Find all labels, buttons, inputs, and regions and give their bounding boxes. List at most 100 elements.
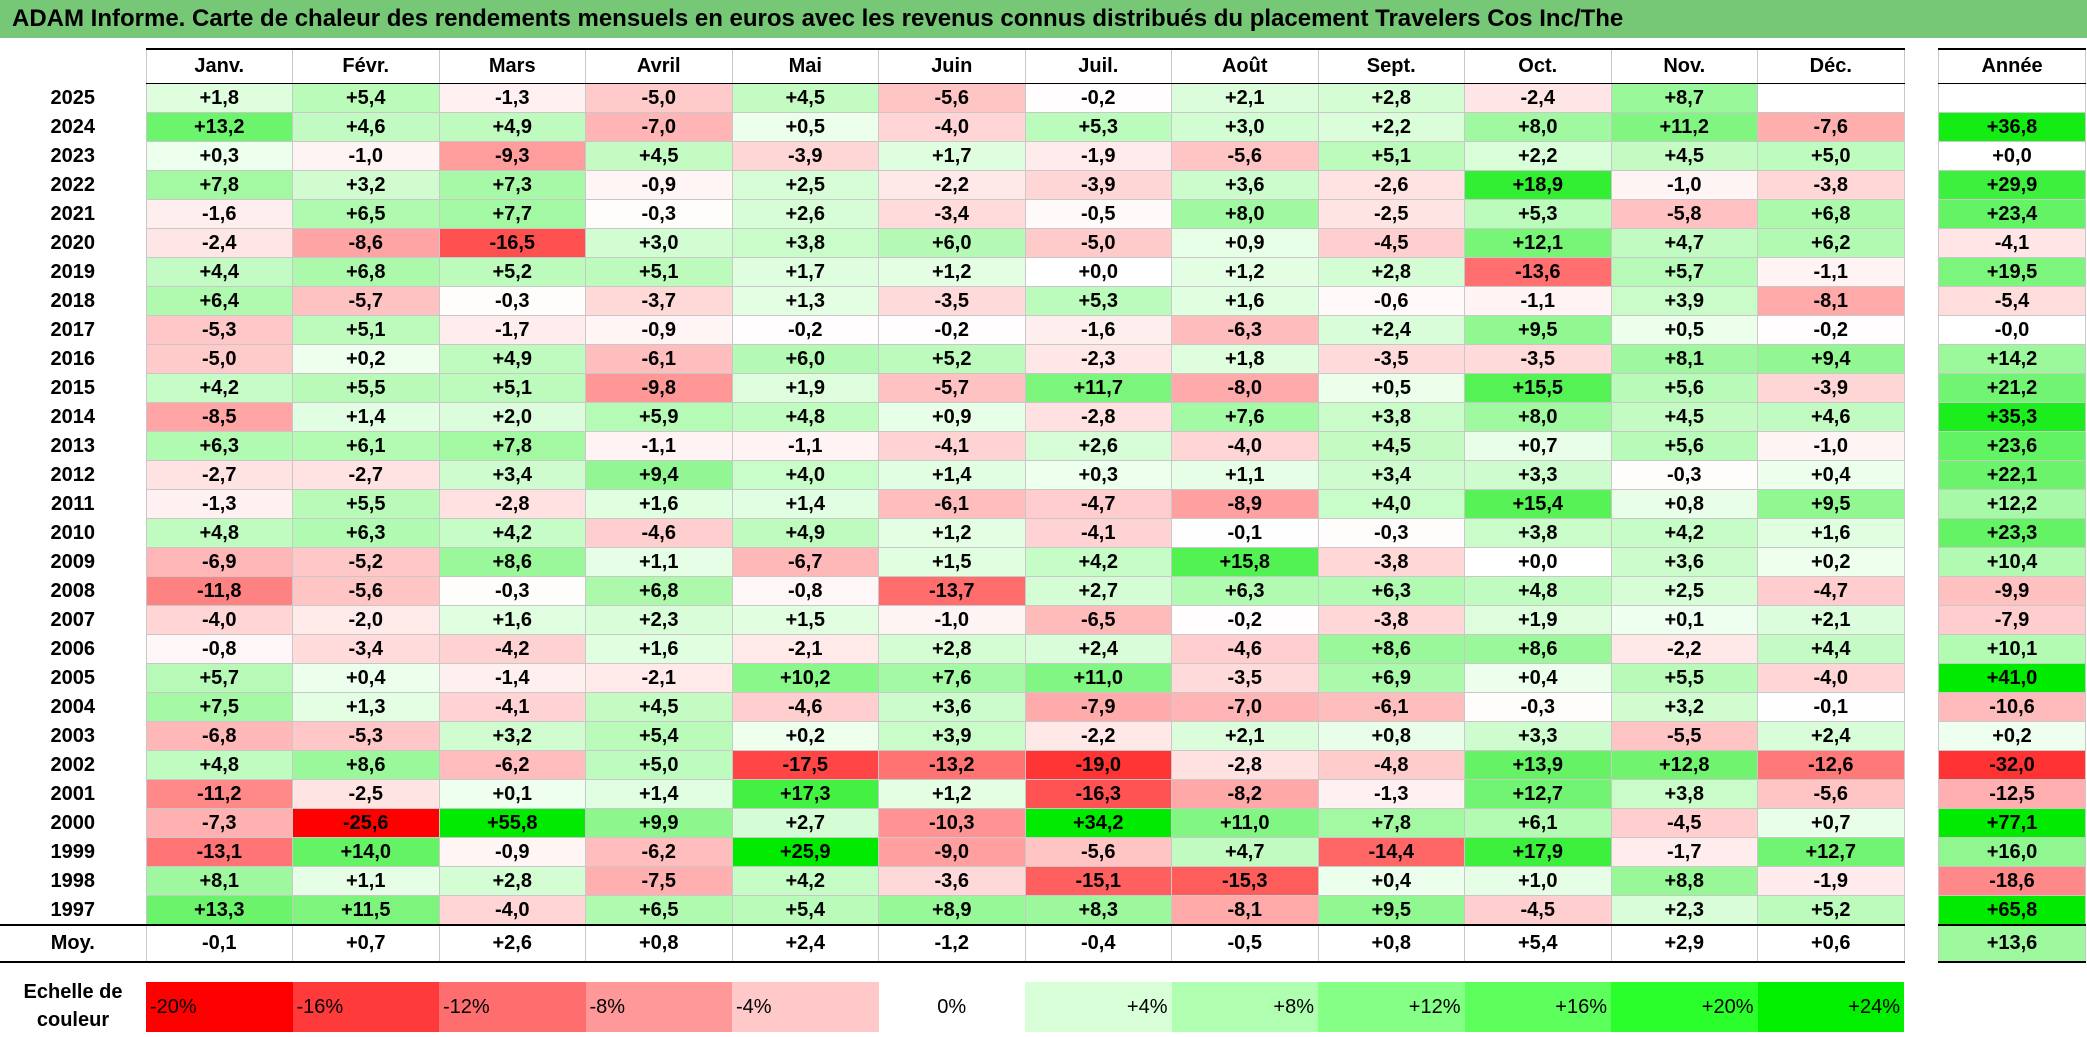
heatmap-cell: +8,0 (1171, 199, 1319, 229)
heatmap-cell: -6,2 (585, 837, 733, 867)
year-label: 2022 (50, 174, 96, 196)
heatmap-cell: +0,8 (1317, 721, 1465, 751)
year-label: 2021 (50, 203, 96, 225)
annual-cell: -9,9 (1938, 576, 2086, 606)
legend-label: Echelle de couleur (23, 981, 123, 1031)
annual-row: +16,0 (1938, 837, 2086, 867)
table-row: 1998 +8,1 +1,1 +2,8 -7,5 +4,2 -3,6 -15,1 -15,3 +0… (0, 866, 1905, 896)
heatmap-cell: +8,6 (292, 750, 440, 780)
heatmap-cell: +6,2 (1757, 228, 1905, 258)
heatmap-cell: +4,4 (1757, 634, 1905, 664)
annual-row: +0,0 (1938, 141, 2086, 171)
heatmap-cell: -0,9 (585, 315, 733, 345)
heatmap-cell: +5,3 (1024, 286, 1172, 316)
heatmap-cell: -13,1 (145, 837, 293, 867)
heatmap-cell: -3,8 (1317, 547, 1465, 577)
heatmap-cell: +1,7 (878, 141, 1026, 171)
heatmap-cell: -6,1 (1317, 692, 1465, 722)
heatmap-cell: +0,9 (878, 402, 1026, 432)
legend-swatch: +24% (1757, 982, 1904, 1032)
heatmap-cell: -2,2 (1610, 634, 1758, 664)
heatmap-cell: +0,9 (1171, 228, 1319, 258)
heatmap-cell: -0,3 (585, 199, 733, 229)
heatmap-cell: -8,2 (1171, 779, 1319, 809)
annual-cell: +0,0 (1938, 141, 2086, 171)
year-label: 2019 (50, 261, 96, 283)
heatmap-cell: -0,1 (1757, 692, 1905, 722)
annual-row: -0,0 (1938, 315, 2086, 345)
heatmap-cell: +5,2 (1757, 895, 1905, 926)
heatmap-cell: +5,1 (1317, 141, 1465, 171)
heatmap-cell: +1,6 (585, 634, 733, 664)
year-label: 2007 (50, 609, 96, 631)
heatmap-cell: -0,2 (731, 315, 879, 345)
heatmap-cell: +0,2 (731, 721, 879, 751)
heatmap-cell: +17,9 (1464, 837, 1612, 867)
heatmap-cell: +5,7 (145, 663, 293, 693)
heatmap-cell: +2,0 (438, 402, 586, 432)
heatmap-cell: +15,8 (1171, 547, 1319, 577)
heatmap-cell: -16,5 (438, 228, 586, 258)
heatmap-cell: -3,5 (1464, 344, 1612, 374)
heatmap-cell: -5,7 (292, 286, 440, 316)
heatmap-cell: +0,8 (1610, 489, 1758, 519)
year-label: 2008 (50, 580, 96, 602)
heatmap-cell: +9,5 (1757, 489, 1905, 519)
year-label: 2018 (50, 290, 96, 312)
heatmap-cell: -9,8 (585, 373, 733, 403)
heatmap-cell: -4,0 (438, 895, 586, 926)
heatmap-cell: +6,4 (145, 286, 293, 316)
heatmap-cell: +2,8 (878, 634, 1026, 664)
annual-cell: +23,6 (1938, 431, 2086, 461)
heatmap-cell: +11,2 (1610, 112, 1758, 142)
heatmap-cell: -13,2 (878, 750, 1026, 780)
legend-swatch: -20% (146, 982, 293, 1032)
heatmap-cell: +6,3 (1171, 576, 1319, 606)
heatmap-cell: -5,0 (1024, 228, 1172, 258)
annual-cell: -12,5 (1938, 779, 2086, 809)
average-cell: -0,1 (145, 924, 293, 963)
heatmap-cell: -5,7 (878, 373, 1026, 403)
heatmap-cell: -6,5 (1024, 605, 1172, 635)
heatmap-cell: -4,7 (1757, 576, 1905, 606)
heatmap-cell: -2,4 (1464, 83, 1612, 113)
heatmap-cell: +1,7 (731, 257, 879, 287)
heatmap-cell: -1,7 (438, 315, 586, 345)
heatmap-cell: -25,6 (292, 808, 440, 838)
heatmap-cell: -0,3 (438, 286, 586, 316)
annual-cell: -10,6 (1938, 692, 2086, 722)
heatmap-cell: -4,1 (438, 692, 586, 722)
heatmap-cell: -1,0 (1610, 170, 1758, 200)
annual-cell: +14,2 (1938, 344, 2086, 374)
year-label: 2014 (50, 406, 96, 428)
heatmap-cell: +6,0 (878, 228, 1026, 258)
heatmap-cell: +6,3 (292, 518, 440, 548)
average-cell: +0,6 (1757, 924, 1905, 963)
heatmap-cell: +5,3 (1024, 112, 1172, 142)
heatmap-cell: -2,3 (1024, 344, 1172, 374)
heatmap-cell: -1,3 (438, 83, 586, 113)
heatmap-cell: -0,3 (1317, 518, 1465, 548)
heatmap-cell: +7,5 (145, 692, 293, 722)
heatmap-cell: +6,8 (292, 257, 440, 287)
heatmap-cell: -4,0 (1757, 663, 1905, 693)
heatmap-cell: -2,0 (292, 605, 440, 635)
heatmap-cell: +4,4 (145, 257, 293, 287)
annual-cell: +36,8 (1938, 112, 2086, 142)
heatmap-cell: +2,1 (1171, 721, 1319, 751)
month-header: Nov. (1610, 48, 1758, 84)
heatmap-cell: -19,0 (1024, 750, 1172, 780)
annual-cell: +23,3 (1938, 518, 2086, 548)
annual-cell: +10,4 (1938, 547, 2086, 577)
annual-cell: -5,4 (1938, 286, 2086, 316)
heatmap-cell: -8,0 (1171, 373, 1319, 403)
heatmap-table: Janv. Févr. Mars Avril Mai Juin Juil. Août Sept.… (0, 48, 1905, 963)
heatmap-cell: -0,3 (1610, 460, 1758, 490)
legend-swatch: -16% (292, 982, 439, 1032)
heatmap-cell: +15,4 (1464, 489, 1612, 519)
heatmap-cell: +5,4 (731, 895, 879, 926)
heatmap-cell: +6,5 (292, 199, 440, 229)
year-label: 1998 (50, 870, 96, 892)
page-title: ADAM Informe. Carte de chaleur des rende… (0, 0, 2087, 38)
year-label: 2017 (50, 319, 96, 341)
